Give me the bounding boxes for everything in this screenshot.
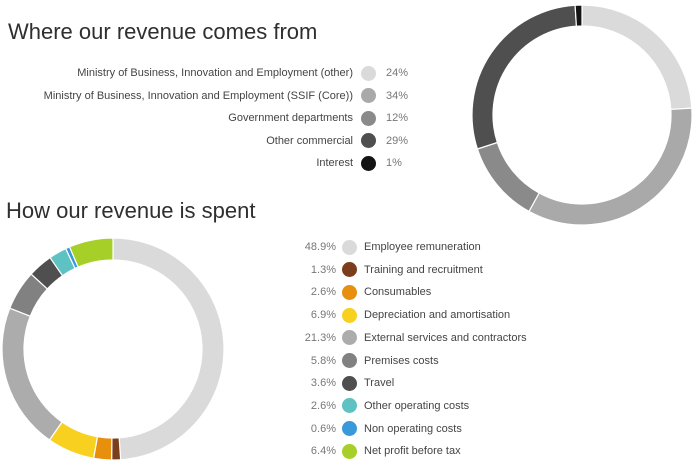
- legend-percent: 12%: [386, 112, 409, 124]
- legend-percent: 6.9%: [310, 309, 336, 322]
- revenue-sources-legend-item: Interest 1%: [0, 152, 420, 174]
- revenue-sources-slice-other-commercial: [471, 4, 578, 150]
- revenue-spending-legend-item: 5.8% Premises costs: [270, 350, 439, 372]
- revenue-spending-legend-item: 0.6% Non operating costs: [270, 418, 462, 440]
- legend-swatch: [342, 330, 357, 346]
- legend-swatch: [342, 307, 357, 323]
- revenue-sources-legend-item: Ministry of Business, Innovation and Emp…: [0, 85, 420, 107]
- legend-swatch: [342, 421, 357, 437]
- legend-percent: 5.8%: [310, 354, 336, 367]
- revenue-sources-donut-chart: [471, 4, 693, 226]
- legend-label: Employee remuneration: [364, 241, 481, 253]
- legend-swatch: [361, 88, 376, 103]
- legend-swatch: [361, 133, 376, 148]
- legend-swatch: [361, 65, 376, 81]
- revenue-spending-legend-item: 3.6% Travel: [270, 372, 394, 394]
- legend-swatch: [342, 284, 357, 300]
- legend-swatch: [342, 375, 357, 391]
- legend-swatch: [342, 443, 357, 459]
- revenue-spending-donut-chart: [1, 237, 225, 461]
- legend-percent: 6.4%: [310, 445, 336, 458]
- revenue-sources-title: Where our revenue comes from: [8, 19, 318, 44]
- revenue-spending-legend-item: 2.6% Consumables: [270, 281, 431, 303]
- legend-percent: 3.6%: [310, 377, 336, 390]
- legend-label: Government departments: [228, 112, 353, 124]
- revenue-spending-slice-external-services-and-contractors: [1, 307, 63, 441]
- legend-label: Net profit before tax: [364, 445, 461, 458]
- legend-percent: 1.3%: [310, 263, 336, 276]
- revenue-sources-slice-interest: [574, 4, 583, 27]
- revenue-spending-slice-employee-remuneration: [112, 237, 225, 461]
- revenue-sources-legend-item: Ministry of Business, Innovation and Emp…: [0, 62, 420, 84]
- legend-percent: 29%: [386, 134, 409, 147]
- legend-swatch: [361, 110, 376, 126]
- revenue-spending-legend-item: 6.4% Net profit before tax: [270, 440, 461, 462]
- legend-label: Ministry of Business, Innovation and Emp…: [77, 67, 353, 79]
- legend-label: External services and contractors: [364, 331, 527, 344]
- legend-label: Other operating costs: [364, 399, 470, 412]
- legend-swatch: [342, 398, 357, 414]
- legend-percent: 48.9%: [304, 241, 336, 253]
- legend-percent: 21.3%: [304, 331, 336, 344]
- revenue-spending-legend-item: 21.3% External services and contractors: [270, 327, 527, 349]
- revenue-sources-legend-item: Other commercial 29%: [0, 130, 420, 152]
- legend-label: Ministry of Business, Innovation and Emp…: [43, 89, 353, 102]
- revenue-spending-slice-training-and-recruitment: [110, 437, 122, 461]
- revenue-sources-legend-item: Government departments 12%: [0, 107, 420, 129]
- revenue-sources-slice-ministry-of-business-innovation-and-employment-other: [581, 4, 693, 111]
- revenue-spending-legend-item: 1.3% Training and recruitment: [270, 259, 483, 281]
- revenue-spending-legend-item: 2.6% Other operating costs: [270, 395, 469, 417]
- legend-percent: 24%: [386, 67, 409, 79]
- legend-percent: 0.6%: [310, 422, 336, 435]
- legend-label: Other commercial: [266, 134, 353, 147]
- legend-percent: 2.6%: [310, 399, 336, 412]
- revenue-spending-title: How our revenue is spent: [6, 198, 256, 223]
- revenue-spending-slice-net-profit-before-tax: [68, 237, 114, 268]
- legend-percent: 1%: [386, 157, 402, 169]
- legend-label: Non operating costs: [364, 422, 462, 435]
- revenue-spending-legend-item: 6.9% Depreciation and amortisation: [270, 304, 510, 326]
- legend-label: Travel: [364, 377, 395, 390]
- legend-swatch: [342, 262, 357, 278]
- revenue-sources-slice-ministry-of-business-innovation-and-employment-ssif-core: [528, 107, 693, 226]
- legend-percent: 34%: [386, 89, 409, 102]
- legend-label: Interest: [316, 157, 353, 169]
- legend-label: Depreciation and amortisation: [364, 309, 511, 322]
- legend-label: Consumables: [364, 286, 432, 299]
- revenue-sources-slice-government-departments: [476, 141, 540, 213]
- revenue-spending-legend-item: 48.9% Employee remuneration: [270, 236, 481, 258]
- legend-label: Training and recruitment: [364, 263, 483, 276]
- legend-swatch: [342, 353, 357, 368]
- legend-percent: 2.6%: [310, 286, 336, 299]
- legend-swatch: [361, 155, 376, 171]
- legend-swatch: [342, 239, 357, 255]
- legend-label: Premises costs: [364, 354, 439, 367]
